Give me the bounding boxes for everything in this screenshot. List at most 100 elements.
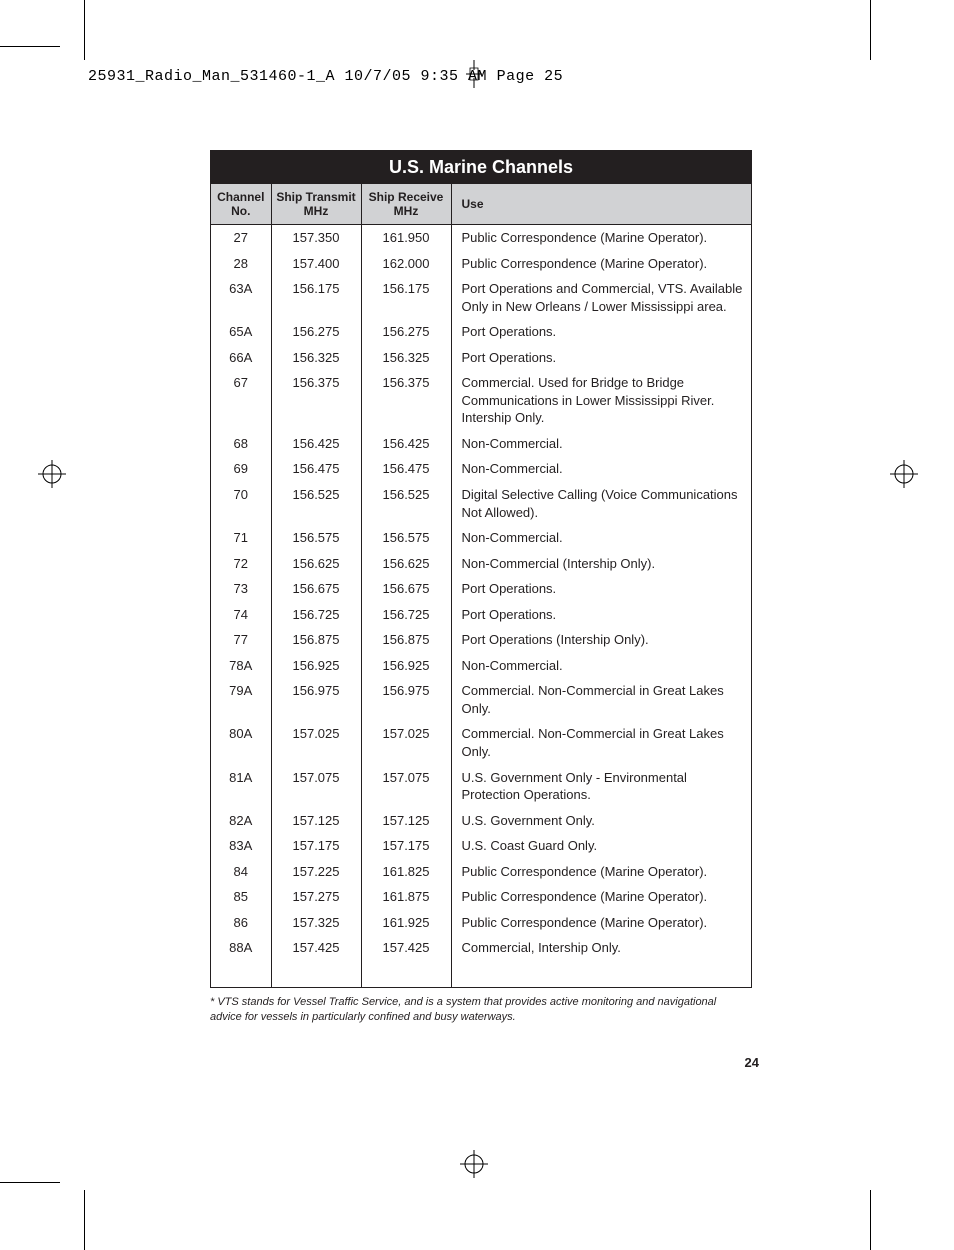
page-number: 24 xyxy=(745,1055,759,1070)
table-row: 83A157.175157.175U.S. Coast Guard Only. xyxy=(211,833,751,859)
table-row: 77156.875156.875Port Operations (Intersh… xyxy=(211,627,751,653)
cell-channel: 80A xyxy=(211,721,271,764)
cell-transmit: 157.125 xyxy=(271,808,361,834)
cell-use: Commercial. Used for Bridge to Bridge Co… xyxy=(451,370,751,431)
table-row: 69156.475156.475Non-Commercial. xyxy=(211,456,751,482)
cell-use: Port Operations and Commercial, VTS. Ava… xyxy=(451,276,751,319)
cell-channel: 79A xyxy=(211,678,271,721)
cell-receive: 156.525 xyxy=(361,482,451,525)
cell-transmit: 157.175 xyxy=(271,833,361,859)
cell-transmit: 156.175 xyxy=(271,276,361,319)
cell-receive: 157.175 xyxy=(361,833,451,859)
cell-receive: 157.075 xyxy=(361,765,451,808)
table-row-spacer xyxy=(211,961,751,987)
registration-mark-icon xyxy=(38,460,66,488)
cell-use: Port Operations. xyxy=(451,319,751,345)
cell-use: U.S. Government Only. xyxy=(451,808,751,834)
registration-mark-icon xyxy=(460,1150,488,1178)
print-header: 25931_Radio_Man_531460-1_A 10/7/05 9:35 … xyxy=(88,68,563,85)
cell-use: Non-Commercial. xyxy=(451,653,751,679)
cell-channel: 81A xyxy=(211,765,271,808)
table-row: 85157.275161.875Public Correspondence (M… xyxy=(211,884,751,910)
cell-transmit: 156.925 xyxy=(271,653,361,679)
cell-receive: 157.025 xyxy=(361,721,451,764)
table-row: 78A156.925156.925Non-Commercial. xyxy=(211,653,751,679)
cell-receive: 156.925 xyxy=(361,653,451,679)
cell-receive: 162.000 xyxy=(361,251,451,277)
table-row: 65A156.275156.275Port Operations. xyxy=(211,319,751,345)
crop-mark xyxy=(84,0,85,60)
table-row: 72156.625156.625Non-Commercial (Intershi… xyxy=(211,551,751,577)
table-row: 68156.425156.425Non-Commercial. xyxy=(211,431,751,457)
cell-receive: 156.675 xyxy=(361,576,451,602)
cell-use: Port Operations. xyxy=(451,345,751,371)
cell-use: U.S. Government Only - Environmental Pro… xyxy=(451,765,751,808)
table-row: 63A156.175156.175Port Operations and Com… xyxy=(211,276,751,319)
table-row: 70156.525156.525Digital Selective Callin… xyxy=(211,482,751,525)
table-row: 82A157.125157.125U.S. Government Only. xyxy=(211,808,751,834)
cell-use: Non-Commercial (Intership Only). xyxy=(451,551,751,577)
cell-channel: 66A xyxy=(211,345,271,371)
crop-mark xyxy=(0,1182,60,1183)
cell-channel: 82A xyxy=(211,808,271,834)
cell-use: Port Operations. xyxy=(451,576,751,602)
cell-use: U.S. Coast Guard Only. xyxy=(451,833,751,859)
cell-channel: 74 xyxy=(211,602,271,628)
col-header-transmit: Ship Transmit MHz xyxy=(271,184,361,225)
table-title: U.S. Marine Channels xyxy=(211,151,751,184)
cell-receive: 156.475 xyxy=(361,456,451,482)
cell-receive: 161.825 xyxy=(361,859,451,885)
cell-use: Public Correspondence (Marine Operator). xyxy=(451,225,751,251)
cell-use: Non-Commercial. xyxy=(451,525,751,551)
table-row: 81A157.075157.075U.S. Government Only - … xyxy=(211,765,751,808)
cell-transmit: 156.975 xyxy=(271,678,361,721)
table-row: 86157.325161.925Public Correspondence (M… xyxy=(211,910,751,936)
cell-transmit: 156.475 xyxy=(271,456,361,482)
cell-use: Public Correspondence (Marine Operator). xyxy=(451,251,751,277)
cell-receive: 156.575 xyxy=(361,525,451,551)
cell-channel: 28 xyxy=(211,251,271,277)
cell-use: Commercial, Intership Only. xyxy=(451,935,751,961)
cell-use: Public Correspondence (Marine Operator). xyxy=(451,859,751,885)
crop-mark xyxy=(0,46,60,47)
cell-transmit: 156.425 xyxy=(271,431,361,457)
cell-channel: 85 xyxy=(211,884,271,910)
cell-use: Digital Selective Calling (Voice Communi… xyxy=(451,482,751,525)
header-text: 25931_Radio_Man_531460-1_A 10/7/05 9:35 … xyxy=(88,68,563,85)
cell-receive: 161.875 xyxy=(361,884,451,910)
cell-receive: 156.875 xyxy=(361,627,451,653)
cell-transmit: 156.675 xyxy=(271,576,361,602)
channels-table: Channel No. Ship Transmit MHz Ship Recei… xyxy=(211,184,751,987)
cell-use: Commercial. Non-Commercial in Great Lake… xyxy=(451,678,751,721)
col-header-receive: Ship Receive MHz xyxy=(361,184,451,225)
cell-channel: 83A xyxy=(211,833,271,859)
table-row: 73156.675156.675Port Operations. xyxy=(211,576,751,602)
cell-use: Public Correspondence (Marine Operator). xyxy=(451,910,751,936)
cell-transmit: 157.325 xyxy=(271,910,361,936)
cell-transmit: 157.350 xyxy=(271,225,361,251)
cell-receive: 156.625 xyxy=(361,551,451,577)
cell-channel: 27 xyxy=(211,225,271,251)
cell-channel: 78A xyxy=(211,653,271,679)
table-row: 27157.350161.950Public Correspondence (M… xyxy=(211,225,751,251)
cell-receive: 156.325 xyxy=(361,345,451,371)
cell-channel: 84 xyxy=(211,859,271,885)
cell-transmit: 156.275 xyxy=(271,319,361,345)
table-row: 80A157.025157.025Commercial. Non-Commerc… xyxy=(211,721,751,764)
table-row: 71156.575156.575Non-Commercial. xyxy=(211,525,751,551)
cell-transmit: 156.325 xyxy=(271,345,361,371)
cell-use: Port Operations. xyxy=(451,602,751,628)
cell-receive: 161.950 xyxy=(361,225,451,251)
cell-transmit: 157.400 xyxy=(271,251,361,277)
table-row: 28157.400162.000Public Correspondence (M… xyxy=(211,251,751,277)
table-row: 84157.225161.825Public Correspondence (M… xyxy=(211,859,751,885)
cell-receive: 156.425 xyxy=(361,431,451,457)
cell-receive: 157.125 xyxy=(361,808,451,834)
cell-transmit: 157.025 xyxy=(271,721,361,764)
crop-mark xyxy=(870,0,871,60)
cell-use: Non-Commercial. xyxy=(451,431,751,457)
registration-mark-icon xyxy=(890,460,918,488)
cell-receive: 156.175 xyxy=(361,276,451,319)
cell-use: Commercial. Non-Commercial in Great Lake… xyxy=(451,721,751,764)
table-row: 66A156.325156.325Port Operations. xyxy=(211,345,751,371)
